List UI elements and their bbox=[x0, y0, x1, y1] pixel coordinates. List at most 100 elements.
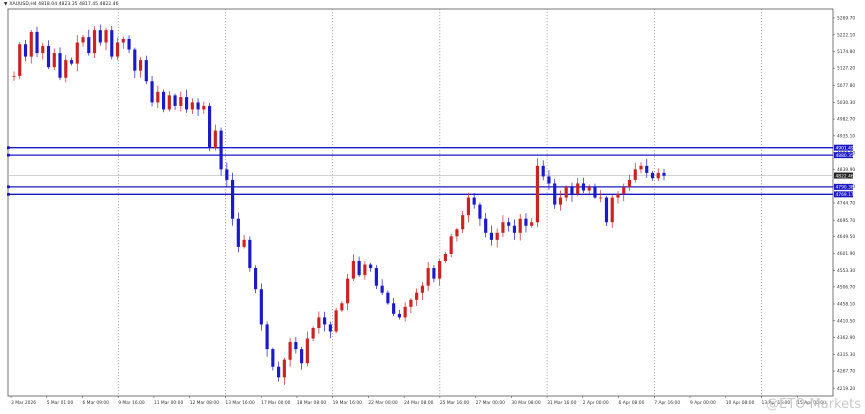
candle-body bbox=[334, 310, 338, 332]
price-level-tag bbox=[834, 152, 853, 159]
x-tick-label: 27 Mar 00:00 bbox=[476, 400, 506, 406]
candle-body bbox=[110, 30, 114, 57]
candle-body bbox=[127, 38, 131, 50]
y-tick-label: 4839.90 bbox=[837, 167, 855, 173]
chart-title-text: XAUUSD,H4 4818.04 4823.35 4817.45 4822.4… bbox=[9, 2, 119, 7]
candle-body bbox=[455, 229, 459, 237]
candle-body bbox=[518, 218, 522, 233]
candle-body bbox=[593, 186, 597, 198]
y-tick-label: 4362.90 bbox=[837, 335, 855, 341]
candle-body bbox=[420, 285, 424, 293]
candle-body bbox=[610, 197, 614, 223]
candle-body bbox=[328, 324, 332, 332]
candle-body bbox=[75, 42, 79, 64]
x-tick-label: 9 Apr 00:00 bbox=[690, 400, 716, 406]
candle-body bbox=[144, 60, 148, 82]
x-tick-label: 2 Apr 00:00 bbox=[583, 400, 609, 406]
x-tick-label: 6 Apr 08:00 bbox=[619, 400, 645, 406]
candle-body bbox=[323, 317, 327, 325]
x-tick-label: 13 Apr 16:00 bbox=[762, 400, 791, 406]
y-tick-label: 4458.10 bbox=[837, 302, 855, 308]
candle-body bbox=[104, 30, 108, 43]
candle-body bbox=[351, 261, 355, 279]
candle-body bbox=[553, 183, 557, 205]
candle-body bbox=[41, 46, 45, 54]
candle-body bbox=[570, 186, 574, 195]
candle-body bbox=[98, 30, 102, 43]
candle-body bbox=[282, 359, 286, 378]
candle-body bbox=[277, 366, 281, 378]
price-level-tag bbox=[834, 191, 853, 198]
candle-body bbox=[294, 342, 298, 350]
current-price-tag-label: 4822.46 bbox=[836, 173, 854, 179]
plot-frame bbox=[7, 8, 834, 397]
candle-body bbox=[236, 218, 240, 247]
x-tick-label: 25 Mar 16:00 bbox=[440, 400, 470, 406]
level-anchor-marker bbox=[7, 185, 10, 189]
y-tick-label: 5127.20 bbox=[837, 66, 855, 72]
y-tick-label: 5077.80 bbox=[837, 83, 855, 89]
candle-body bbox=[650, 172, 655, 179]
candle-body bbox=[656, 172, 660, 179]
y-tick-label: 5174.80 bbox=[837, 49, 855, 55]
candle-body bbox=[340, 303, 344, 311]
watermark: @ETO Markets bbox=[766, 397, 861, 412]
candle-body bbox=[432, 268, 436, 279]
candle-body bbox=[380, 285, 384, 293]
x-tick-label: 19 Mar 16:00 bbox=[333, 400, 363, 406]
candle-body bbox=[271, 349, 275, 367]
price-level-tag-label: 4901.49 bbox=[836, 145, 854, 151]
candle-body bbox=[363, 264, 367, 276]
candle-body bbox=[535, 165, 540, 223]
candle-body bbox=[587, 186, 591, 191]
candle-body bbox=[633, 169, 637, 180]
candle-body bbox=[58, 53, 62, 78]
x-tick-label: 7 Apr 16:00 bbox=[654, 400, 680, 406]
candle-body bbox=[18, 44, 22, 76]
level-anchor-marker bbox=[7, 146, 10, 150]
candle-body bbox=[541, 165, 545, 177]
candle-body bbox=[133, 49, 137, 71]
y-tick-label: 4410.50 bbox=[837, 318, 855, 324]
candle-body bbox=[627, 179, 632, 187]
candle-body bbox=[242, 239, 246, 247]
candle-body bbox=[374, 268, 378, 286]
candle-body bbox=[357, 261, 361, 276]
x-tick-label: 12 Mar 08:00 bbox=[190, 400, 220, 406]
candle-body bbox=[507, 222, 511, 226]
candle-body bbox=[12, 75, 16, 77]
y-tick-label: 4649.50 bbox=[837, 234, 855, 240]
y-tick-label: 4982.70 bbox=[837, 117, 855, 123]
candle-body bbox=[29, 31, 33, 57]
candle-body bbox=[248, 239, 252, 269]
x-tick-label: 30 Mar 08:00 bbox=[511, 400, 541, 406]
candle-body bbox=[622, 186, 626, 195]
candle-body bbox=[213, 130, 217, 149]
candle-body bbox=[438, 261, 442, 279]
candle-body bbox=[449, 236, 453, 254]
candle-body bbox=[645, 165, 649, 173]
y-tick-label: 4695.70 bbox=[837, 218, 855, 224]
x-tick-label: 3 Mar 2026 bbox=[11, 400, 36, 406]
candle-body bbox=[581, 183, 586, 191]
candle-body bbox=[576, 183, 580, 195]
candle-body bbox=[443, 253, 447, 262]
candle-body bbox=[547, 176, 551, 184]
candle-body bbox=[392, 303, 396, 314]
candle-body bbox=[484, 218, 488, 233]
candle-body bbox=[150, 81, 154, 103]
candle-body bbox=[121, 38, 125, 43]
candle-body bbox=[466, 197, 471, 216]
level-anchor-marker bbox=[7, 192, 10, 196]
chart-title: ▼ XAUUSD,H4 4818.04 4823.35 4817.45 4822.… bbox=[4, 1, 119, 8]
candle-body bbox=[288, 342, 292, 360]
candle-body bbox=[254, 268, 258, 290]
candle-body bbox=[346, 278, 350, 304]
candle-body bbox=[369, 264, 373, 269]
candle-body bbox=[259, 289, 263, 325]
y-tick-label: 4506.70 bbox=[837, 284, 855, 290]
candle-body bbox=[265, 324, 269, 350]
candle-body bbox=[409, 299, 413, 307]
